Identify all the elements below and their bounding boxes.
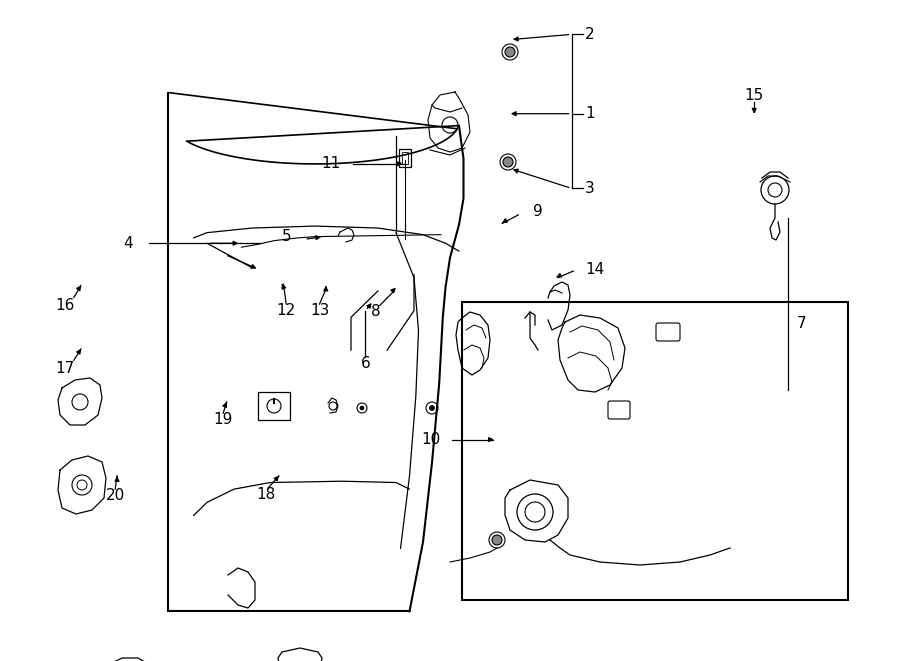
Bar bbox=[402, 152, 408, 164]
Text: 17: 17 bbox=[55, 362, 75, 376]
Text: 2: 2 bbox=[585, 27, 595, 42]
Text: 11: 11 bbox=[321, 157, 340, 171]
Text: 20: 20 bbox=[105, 488, 125, 503]
Text: 10: 10 bbox=[422, 432, 441, 447]
Bar bbox=[462, 302, 848, 600]
Circle shape bbox=[492, 535, 502, 545]
Text: 4: 4 bbox=[123, 236, 133, 251]
Text: 15: 15 bbox=[744, 89, 764, 103]
Text: 18: 18 bbox=[256, 487, 275, 502]
Text: 13: 13 bbox=[310, 303, 329, 318]
Text: 14: 14 bbox=[585, 262, 604, 277]
Text: 6: 6 bbox=[361, 356, 370, 371]
Text: 5: 5 bbox=[282, 229, 292, 244]
Text: 3: 3 bbox=[585, 181, 595, 196]
Circle shape bbox=[503, 157, 513, 167]
Text: 1: 1 bbox=[585, 106, 595, 121]
Text: 16: 16 bbox=[55, 298, 75, 313]
Text: 7: 7 bbox=[796, 317, 806, 331]
Bar bbox=[399, 149, 411, 167]
Circle shape bbox=[505, 47, 515, 57]
Circle shape bbox=[429, 405, 435, 410]
Text: 9: 9 bbox=[533, 204, 543, 219]
Text: 19: 19 bbox=[213, 412, 233, 427]
Text: 12: 12 bbox=[276, 303, 296, 318]
Bar bbox=[258, 392, 290, 420]
Text: 8: 8 bbox=[372, 305, 381, 319]
Circle shape bbox=[360, 406, 364, 410]
